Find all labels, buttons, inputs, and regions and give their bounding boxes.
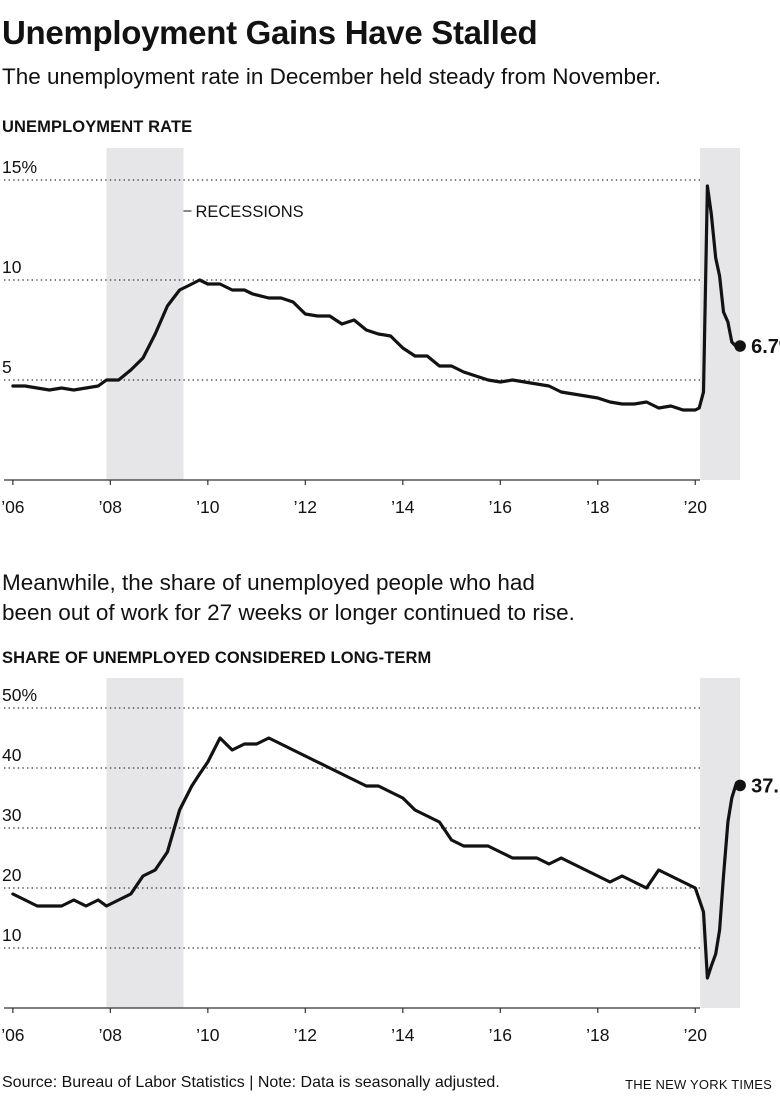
chart2-end-label: 37.1% [751,775,780,797]
chart2-x-tick-label: ’16 [489,1025,512,1045]
chart1-end-point [734,340,746,352]
chart1-x-tick-label: ’10 [196,497,220,517]
chart1-x-tick-label: ’12 [294,497,317,517]
chart2-y-tick-label: 30 [2,805,22,825]
chart1-y-tick-label: 15% [2,157,37,177]
chart2-series-line [11,736,742,980]
footer-source: Source: Bureau of Labor Statistics | Not… [2,1074,500,1091]
chart2-x-tick-label: ’10 [196,1025,220,1045]
page-title: Unemployment Gains Have Stalled [2,14,538,51]
chart2-end-point [734,779,746,792]
chart1-recessions-legend-label: RECESSIONS [195,203,303,221]
chart2-x-tick-label: ’20 [684,1025,708,1045]
chart1-title: UNEMPLOYMENT RATE [2,118,193,136]
chart2-y-tick-label: 50% [2,685,37,705]
chart2-x-tick-label: ’18 [586,1025,609,1045]
chart2-x-tick-label: ’12 [294,1025,317,1045]
chart1-series-line [11,184,742,412]
chart1-x-tick-label: ’16 [489,497,512,517]
chart2-x-tick-label: ’14 [391,1025,415,1045]
chart2-y-tick-label: 10 [2,925,22,945]
unemployment-rate-chart: 15% 10 5 ’06 ’08 ’10 ’12 ’14 ’16 ’18 ’20 RECESSIONS… [1,148,780,517]
chart1-y-tick-label: 5 [2,357,12,377]
footer-credit: THE NEW YORK TIMES [625,1077,772,1092]
chart1-recession-band [106,148,184,480]
chart2-y-tick-label: 20 [2,865,22,885]
second-chart-intro: Meanwhile, the share of unemployed peopl… [2,568,702,628]
chart1-y-tick-label: 10 [2,257,22,277]
chart1-x-tick-label: ’20 [684,497,708,517]
chart2-title: SHARE OF UNEMPLOYED CONSIDERED LONG-TERM [2,649,432,667]
second-intro-line-2: been out of work for 27 weeks or longer … [2,600,575,625]
chart2-x-tick-label: ’06 [1,1025,24,1045]
page-subtitle: The unemployment rate in December held s… [2,64,662,89]
chart2-recession-band [106,678,184,1008]
chart2-x-tick-label: ’08 [99,1025,122,1045]
second-intro-line-1: Meanwhile, the share of unemployed peopl… [2,570,535,595]
chart1-x-tick-label: ’14 [391,497,415,517]
chart2-y-tick-label: 40 [2,745,22,765]
chart1-end-label: 6.7% [751,336,780,358]
chart1-x-tick-label: ’18 [586,497,609,517]
chart1-x-tick-label: ’08 [99,497,122,517]
chart1-x-tick-label: ’06 [1,497,24,517]
long-term-unemployed-chart: 50% 40 30 20 10 ’06 ’08 ’10 ’12 ’14 ’16 ’18 ’20 37.1% [1,678,780,1045]
